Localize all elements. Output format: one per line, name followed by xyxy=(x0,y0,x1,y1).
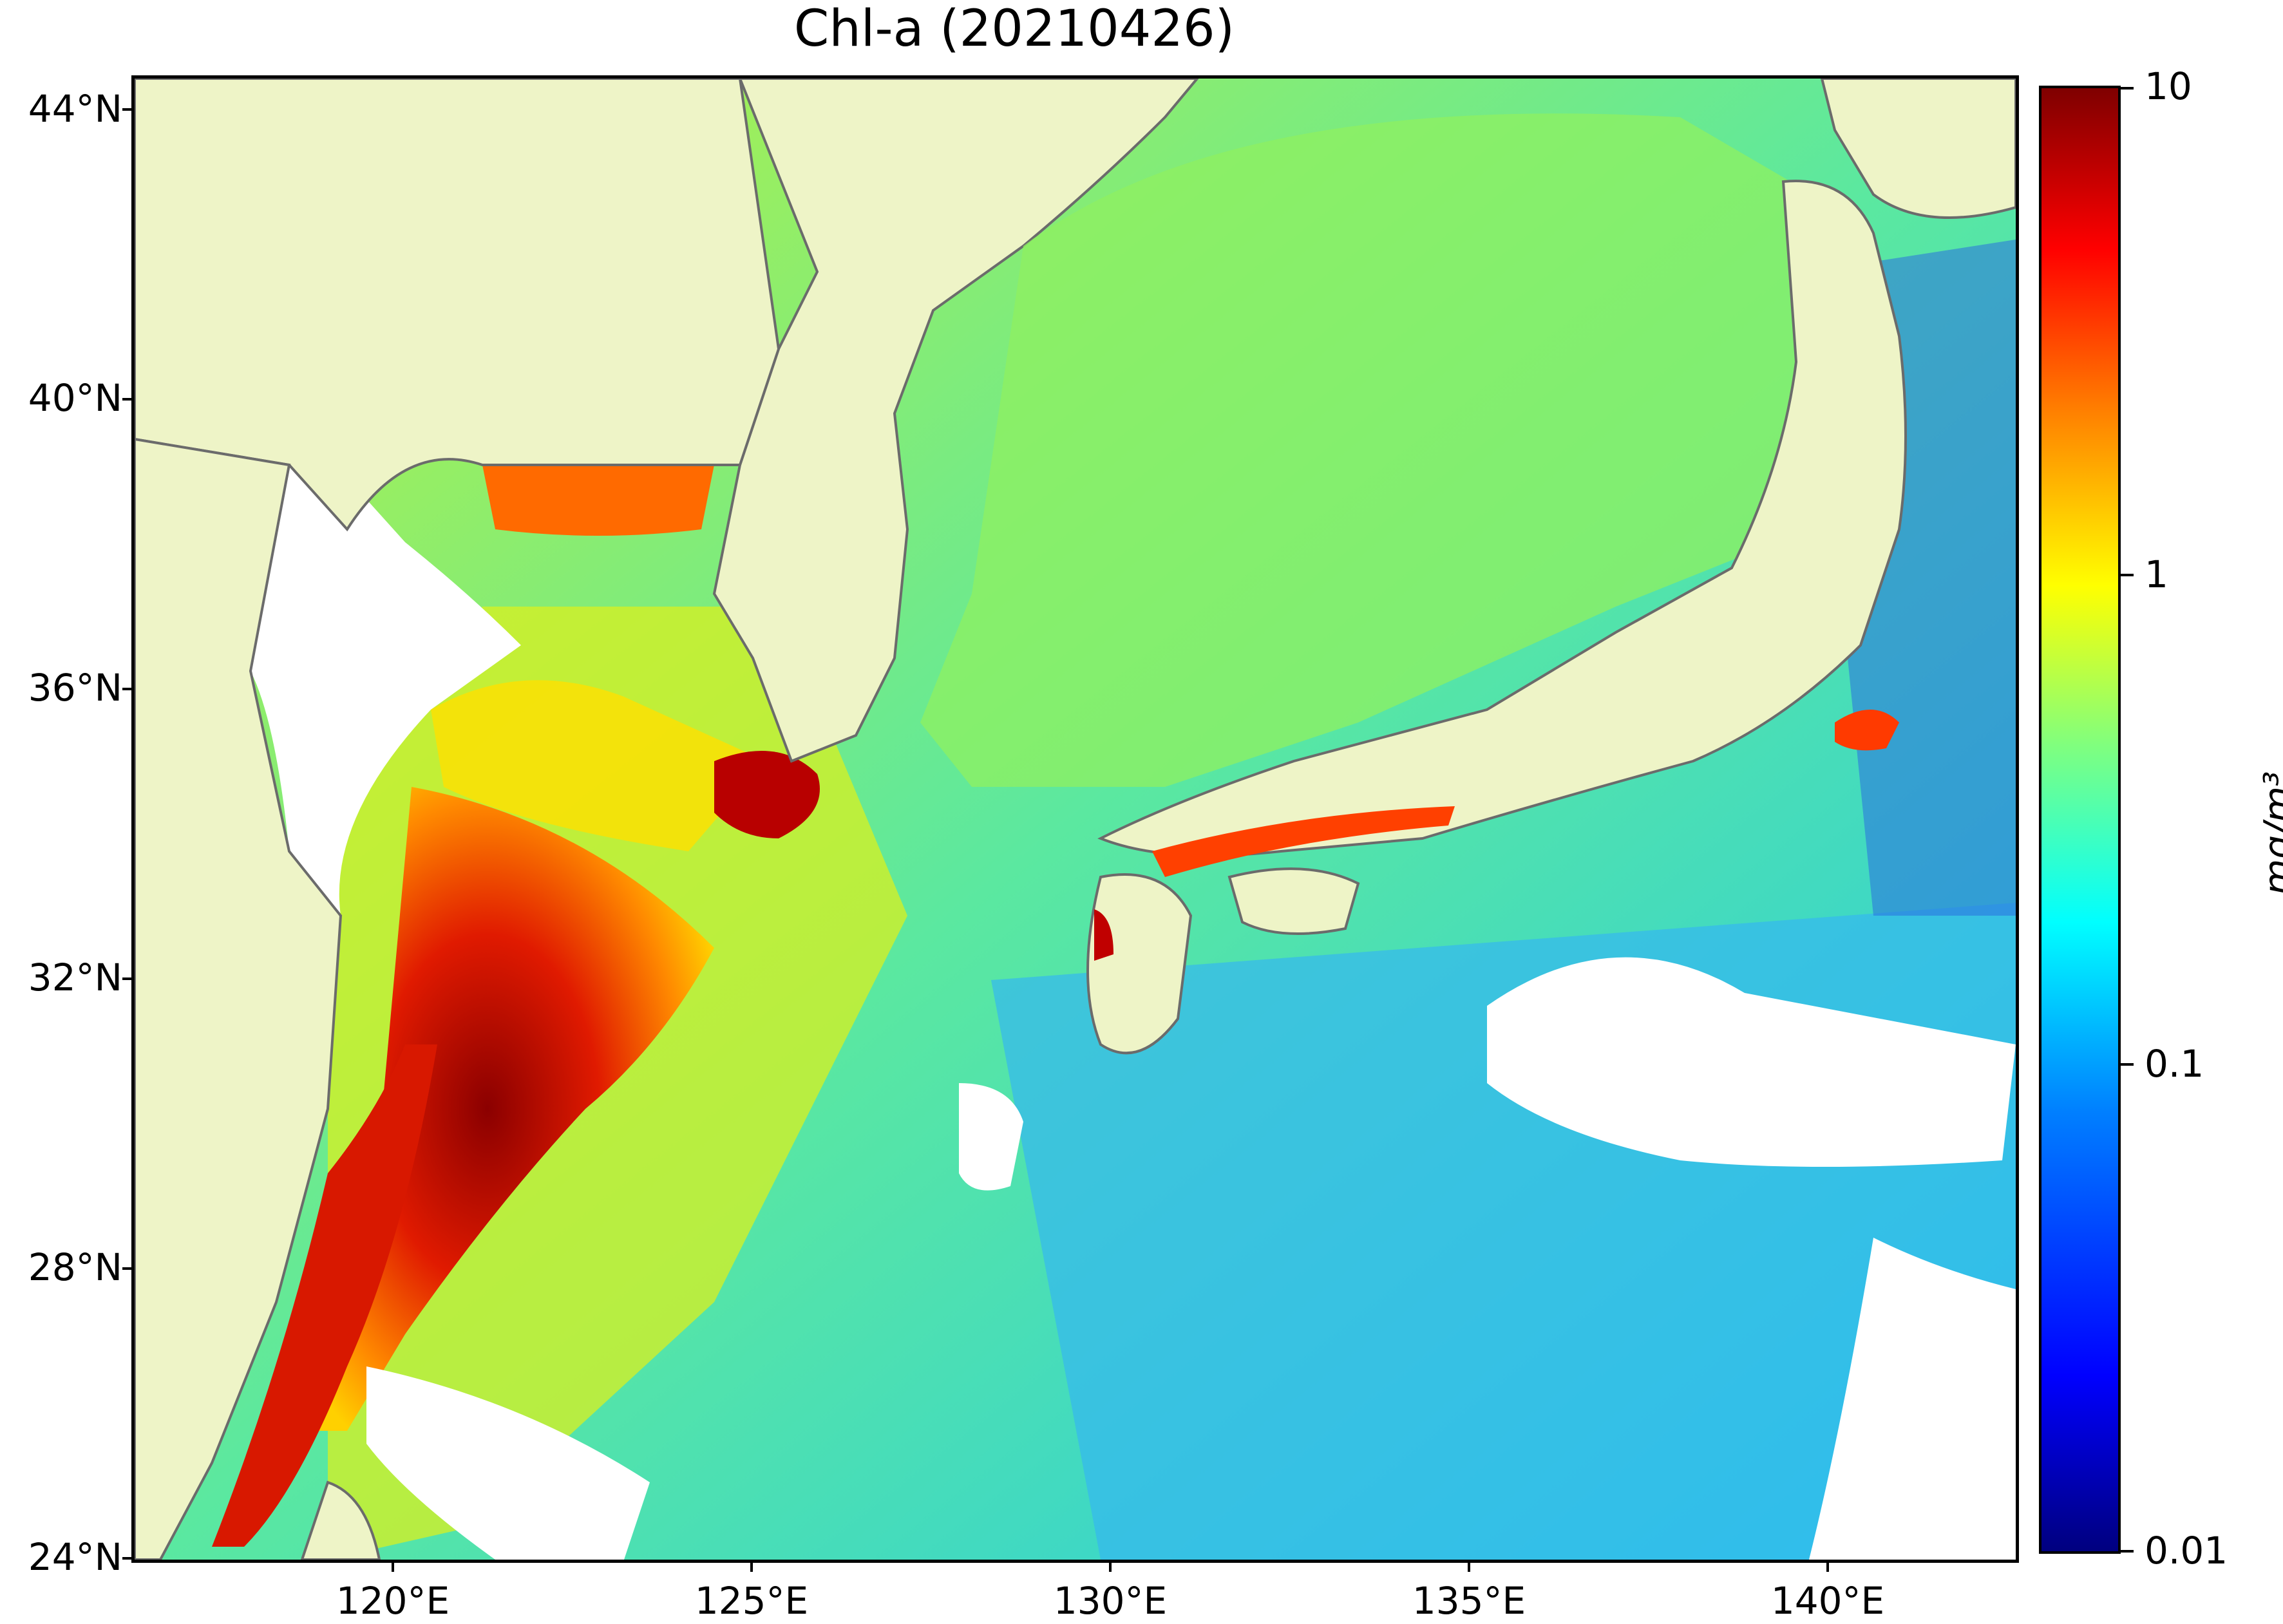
yellow-sea-shelf xyxy=(431,680,766,851)
cloud-gap-okinawa xyxy=(959,1083,1023,1191)
cloud-gap-south xyxy=(366,1366,650,1560)
korean-peninsula-land xyxy=(712,79,1199,763)
lat-tick xyxy=(122,398,131,401)
lon-tick xyxy=(1109,1563,1112,1572)
lat-tick xyxy=(122,1557,131,1560)
lat-tick xyxy=(122,688,131,690)
lon-label-120: 120°E xyxy=(336,1579,450,1623)
cloud-gap-east xyxy=(1809,1238,2016,1560)
colorbar-unit-label: mg/m³ xyxy=(2255,771,2283,896)
colorbar xyxy=(2039,86,2121,1554)
cloud-gap-pacific xyxy=(1487,957,2016,1167)
shikoku-land xyxy=(1227,867,1360,935)
lon-tick xyxy=(750,1563,753,1572)
honshu-land xyxy=(1097,180,1907,857)
lon-tick xyxy=(392,1563,394,1572)
map-panel[interactable] xyxy=(131,75,2019,1563)
lon-label-140: 140°E xyxy=(1770,1579,1885,1623)
lat-label-32: 32°N xyxy=(28,956,122,999)
korea-west-bloom xyxy=(714,751,820,838)
lat-label-40: 40°N xyxy=(28,376,122,420)
colorbar-label-0.01: 0.01 xyxy=(2145,1529,2228,1572)
colorbar-tick xyxy=(2121,1063,2134,1066)
colorbar-label-0.1: 0.1 xyxy=(2145,1042,2204,1086)
taiwan-land xyxy=(300,1480,381,1560)
colorbar-tick xyxy=(2121,1550,2134,1553)
colorbar-label-10: 10 xyxy=(2145,64,2192,108)
sea-of-japan xyxy=(920,113,1835,788)
colorbar-tick xyxy=(2121,574,2134,576)
lat-label-44: 44°N xyxy=(28,87,122,131)
ariake-bloom xyxy=(1094,909,1113,961)
lon-label-135: 135°E xyxy=(1412,1579,1526,1623)
lat-tick xyxy=(122,108,131,111)
lat-label-28: 28°N xyxy=(28,1245,122,1289)
china-land-south xyxy=(135,437,343,1560)
coastal-red-band xyxy=(212,1044,437,1547)
map-title: Chl-a (20210426) xyxy=(793,0,1235,58)
lon-label-130: 130°E xyxy=(1053,1579,1168,1623)
lat-tick xyxy=(122,977,131,980)
lon-label-125: 125°E xyxy=(694,1579,809,1623)
yangtze-plume xyxy=(302,787,714,1431)
tokyo-bay-bloom xyxy=(1835,710,1899,751)
chlorophyll-map xyxy=(135,79,2016,1560)
hokkaido-land xyxy=(1820,79,2016,219)
lat-label-36: 36°N xyxy=(28,666,122,710)
lat-label-24: 24°N xyxy=(28,1535,122,1579)
lon-tick xyxy=(1468,1563,1470,1572)
colorbar-tick xyxy=(2121,87,2134,90)
lat-tick xyxy=(122,1267,131,1270)
seto-inland-sea-bloom xyxy=(1152,806,1455,877)
lon-tick xyxy=(1826,1563,1829,1572)
colorbar-label-1: 1 xyxy=(2145,552,2168,596)
china-land-north xyxy=(135,79,781,532)
kyushu-land xyxy=(1086,873,1193,1055)
